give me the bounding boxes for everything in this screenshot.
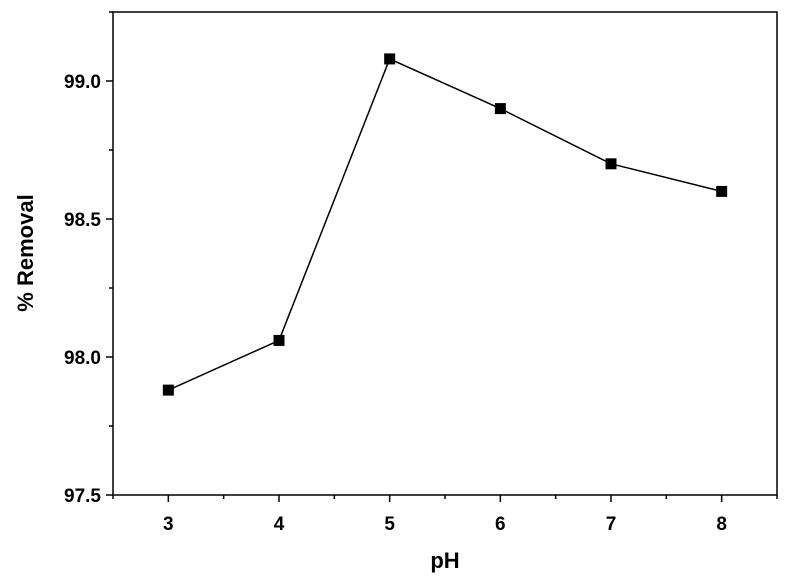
x-tick-label: 3 bbox=[163, 514, 174, 535]
y-tick-label: 97.5 bbox=[64, 486, 101, 507]
y-axis-ticks: 97.5 98.0 98.5 99.0 bbox=[64, 11, 113, 507]
x-tick-label: 8 bbox=[716, 514, 727, 535]
series-markers bbox=[162, 53, 728, 396]
x-tick-label: 5 bbox=[384, 514, 395, 535]
series-line bbox=[168, 57, 722, 391]
y-axis-title: % Removal bbox=[13, 194, 38, 311]
y-tick-label: 98.5 bbox=[64, 210, 101, 231]
x-tick-label: 4 bbox=[274, 514, 285, 535]
y-tick-label: 98.0 bbox=[64, 348, 101, 369]
data-point-marker bbox=[716, 185, 728, 197]
data-point-marker bbox=[494, 103, 506, 115]
x-axis-title: pH bbox=[430, 548, 459, 573]
data-point-marker bbox=[605, 158, 617, 170]
data-point-marker bbox=[162, 384, 174, 396]
x-axis-ticks: 3 4 5 6 7 8 bbox=[112, 495, 778, 535]
y-tick-label: 99.0 bbox=[64, 72, 101, 93]
data-point-marker bbox=[273, 334, 285, 346]
x-tick-label: 6 bbox=[495, 514, 506, 535]
x-tick-label: 7 bbox=[606, 514, 617, 535]
data-point-marker bbox=[384, 53, 396, 65]
